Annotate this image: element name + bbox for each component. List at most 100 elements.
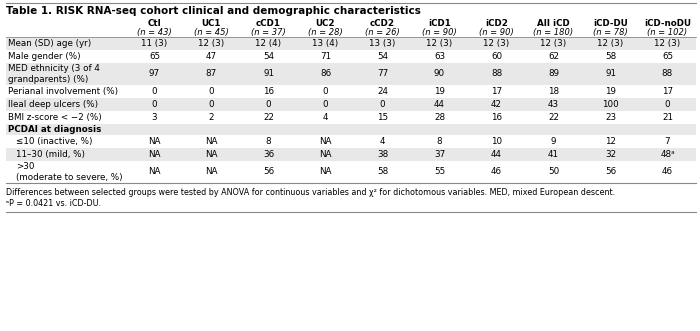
Text: 43: 43 — [548, 100, 559, 109]
Text: NA: NA — [205, 167, 218, 176]
Text: 15: 15 — [377, 113, 388, 122]
Text: 42: 42 — [491, 100, 502, 109]
Text: 88: 88 — [491, 70, 502, 78]
Text: 54: 54 — [263, 52, 274, 61]
Text: 46: 46 — [662, 167, 673, 176]
Text: 8: 8 — [437, 137, 442, 146]
Text: 4: 4 — [379, 137, 385, 146]
Text: 7: 7 — [665, 137, 671, 146]
Text: 100: 100 — [602, 100, 619, 109]
Text: 8: 8 — [266, 137, 272, 146]
Text: iCD-noDU: iCD-noDU — [644, 19, 691, 28]
Text: 48ᵃ: 48ᵃ — [660, 150, 675, 159]
Text: (n = 26): (n = 26) — [365, 28, 400, 37]
Text: 19: 19 — [434, 87, 445, 96]
Text: 97: 97 — [149, 70, 160, 78]
Text: (n = 90): (n = 90) — [422, 28, 457, 37]
Text: 63: 63 — [434, 52, 445, 61]
Text: 50: 50 — [548, 167, 559, 176]
Text: Differences between selected groups were tested by ANOVA for continuous variable: Differences between selected groups were… — [6, 188, 615, 197]
Text: iCD2: iCD2 — [485, 19, 508, 28]
Text: ≤10 (inactive, %): ≤10 (inactive, %) — [16, 137, 92, 146]
Bar — [6, 98, 696, 111]
Text: 44: 44 — [491, 150, 502, 159]
Text: Mean (SD) age (yr): Mean (SD) age (yr) — [8, 39, 91, 48]
Bar — [6, 63, 696, 85]
Text: 0: 0 — [323, 100, 328, 109]
Text: 86: 86 — [320, 70, 331, 78]
Text: 17: 17 — [662, 87, 673, 96]
Text: 58: 58 — [605, 52, 616, 61]
Text: 36: 36 — [263, 150, 274, 159]
Text: NA: NA — [319, 167, 332, 176]
Text: 0: 0 — [209, 87, 214, 96]
Text: 65: 65 — [149, 52, 160, 61]
Text: All iCD: All iCD — [537, 19, 570, 28]
Text: 9: 9 — [551, 137, 556, 146]
Text: 0: 0 — [152, 100, 158, 109]
Text: 22: 22 — [263, 113, 274, 122]
Text: cCD2: cCD2 — [370, 19, 395, 28]
Text: 16: 16 — [491, 113, 502, 122]
Text: 0: 0 — [665, 100, 671, 109]
Text: 55: 55 — [434, 167, 445, 176]
Text: 12 (3): 12 (3) — [654, 39, 680, 48]
Text: (n = 78): (n = 78) — [593, 28, 628, 37]
Text: 54: 54 — [377, 52, 388, 61]
Text: 37: 37 — [434, 150, 445, 159]
Text: (n = 28): (n = 28) — [308, 28, 343, 37]
Text: 12 (3): 12 (3) — [540, 39, 566, 48]
Text: 89: 89 — [548, 70, 559, 78]
Text: 3: 3 — [152, 113, 158, 122]
Text: 22: 22 — [548, 113, 559, 122]
Text: UC1: UC1 — [202, 19, 221, 28]
Text: NA: NA — [148, 167, 161, 176]
Text: Perianal involvement (%): Perianal involvement (%) — [8, 87, 118, 96]
Text: 38: 38 — [377, 150, 388, 159]
Text: 19: 19 — [605, 87, 616, 96]
Text: 11–30 (mild, %): 11–30 (mild, %) — [16, 150, 85, 159]
Bar — [6, 37, 696, 50]
Text: 62: 62 — [548, 52, 559, 61]
Bar — [6, 148, 696, 161]
Text: 32: 32 — [605, 150, 616, 159]
Text: 28: 28 — [434, 113, 445, 122]
Text: 91: 91 — [263, 70, 274, 78]
Text: BMI z-score < −2 (%): BMI z-score < −2 (%) — [8, 113, 101, 122]
Text: 11 (3): 11 (3) — [141, 39, 167, 48]
Text: 58: 58 — [377, 167, 388, 176]
Text: 12 (3): 12 (3) — [484, 39, 510, 48]
Text: 12 (3): 12 (3) — [198, 39, 225, 48]
Text: NA: NA — [319, 137, 332, 146]
Text: (n = 45): (n = 45) — [194, 28, 229, 37]
Text: 16: 16 — [263, 87, 274, 96]
Text: 12 (4): 12 (4) — [256, 39, 281, 48]
Text: 21: 21 — [662, 113, 673, 122]
Text: 4: 4 — [323, 113, 328, 122]
Text: 18: 18 — [548, 87, 559, 96]
Text: NA: NA — [148, 137, 161, 146]
Text: 56: 56 — [605, 167, 616, 176]
Text: 71: 71 — [320, 52, 331, 61]
Text: 17: 17 — [491, 87, 502, 96]
Text: 0: 0 — [323, 87, 328, 96]
Text: 13 (4): 13 (4) — [312, 39, 339, 48]
Text: (n = 180): (n = 180) — [533, 28, 573, 37]
Text: NA: NA — [205, 137, 218, 146]
Text: 10: 10 — [491, 137, 502, 146]
Text: 0: 0 — [209, 100, 214, 109]
Text: NA: NA — [148, 150, 161, 159]
Text: cCD1: cCD1 — [256, 19, 281, 28]
Text: 13 (3): 13 (3) — [370, 39, 395, 48]
Text: 0: 0 — [266, 100, 272, 109]
Text: (n = 37): (n = 37) — [251, 28, 286, 37]
Text: 2: 2 — [209, 113, 214, 122]
Text: (n = 43): (n = 43) — [137, 28, 172, 37]
Text: (n = 102): (n = 102) — [648, 28, 687, 37]
Text: Ctl: Ctl — [148, 19, 162, 28]
Text: NA: NA — [205, 150, 218, 159]
Text: Ileal deep ulcers (%): Ileal deep ulcers (%) — [8, 100, 98, 109]
Text: 90: 90 — [434, 70, 445, 78]
Text: 46: 46 — [491, 167, 502, 176]
Text: 65: 65 — [662, 52, 673, 61]
